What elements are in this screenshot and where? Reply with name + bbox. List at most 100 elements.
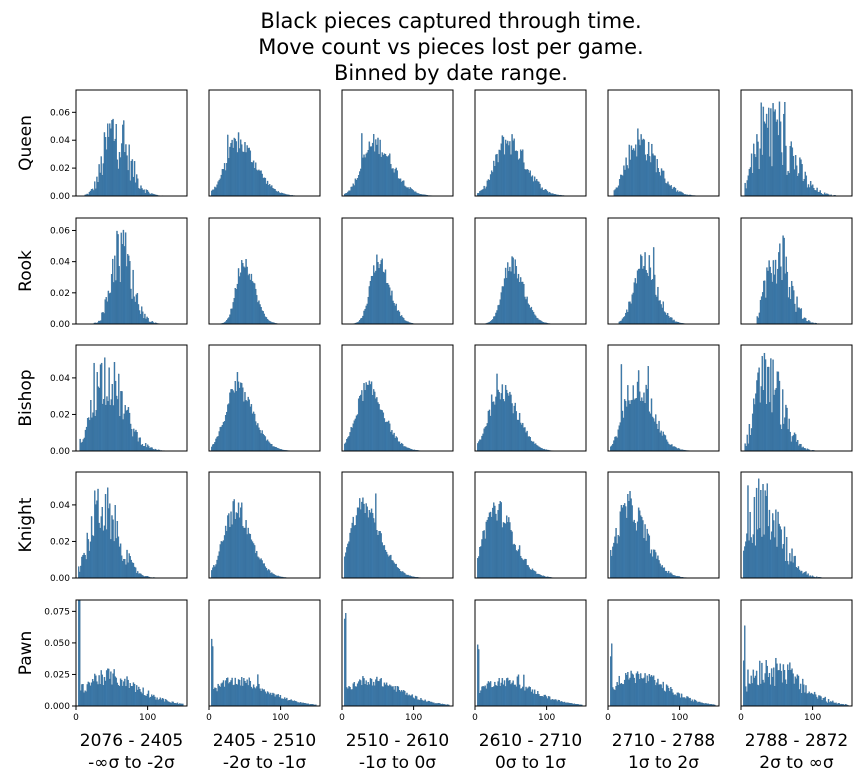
histogram-bar [644, 403, 646, 452]
panel-frame [740, 344, 853, 452]
histogram-bar [235, 289, 238, 325]
histogram-bar [521, 558, 523, 579]
histogram-bar [396, 567, 398, 579]
histogram-bar [756, 529, 759, 579]
histogram-bar [108, 508, 110, 579]
histogram-bar [560, 701, 563, 707]
histogram-bar [654, 549, 656, 579]
histogram-bar [749, 167, 752, 197]
histogram-bar [219, 178, 221, 197]
histogram-bar [343, 556, 346, 579]
histogram-bar [794, 676, 796, 707]
histogram-bar [103, 313, 105, 325]
histogram-bar [136, 432, 138, 452]
histogram-bar [616, 437, 618, 452]
histogram-bar [216, 691, 218, 707]
histogram-bar [518, 545, 521, 579]
histogram-bar [118, 546, 121, 579]
histogram-bar [364, 684, 366, 707]
histogram-bar [367, 682, 369, 707]
histogram-bar [761, 662, 763, 707]
histogram-bar [108, 293, 111, 325]
histogram-bar [492, 687, 494, 707]
histogram-bar [639, 268, 641, 325]
histogram-bar [102, 685, 105, 707]
histogram-bar [404, 185, 406, 197]
histogram-bar [772, 513, 774, 579]
histogram-bar [103, 525, 106, 579]
histogram-bar [744, 546, 746, 579]
histogram-bar [542, 696, 544, 707]
panel-knight-5 [607, 471, 720, 579]
histogram-bar [246, 266, 248, 325]
histogram-bar [641, 256, 643, 325]
histogram-bar [521, 150, 523, 197]
histogram-bar [226, 678, 228, 707]
histogram-bar [248, 533, 250, 579]
histogram-bar [524, 690, 526, 707]
histogram-bar [531, 689, 534, 707]
y-tick-label: 0.00 [50, 574, 70, 584]
histogram-bar [523, 162, 525, 197]
histogram-bar [349, 687, 351, 707]
histogram-bar [376, 397, 378, 452]
histogram-bar [355, 686, 358, 707]
histogram-bar [770, 358, 772, 452]
histogram-bar [383, 682, 386, 707]
histogram-bar [370, 678, 373, 707]
histogram-bar [629, 404, 631, 452]
histogram-bar [494, 166, 496, 197]
x-tick-label: 100 [804, 713, 821, 723]
histogram-bar [496, 373, 498, 452]
histogram-bar [500, 292, 502, 325]
histogram-bar [791, 548, 793, 579]
histogram-bar [640, 673, 642, 707]
histogram-bar [781, 682, 784, 707]
histogram-bar [631, 149, 634, 197]
histogram-bar [621, 410, 624, 452]
histogram-bar [142, 189, 144, 197]
histogram-bar [413, 698, 416, 707]
histogram-bar [761, 292, 764, 325]
histogram-bar [131, 298, 133, 325]
histogram-bar [504, 523, 507, 579]
histogram-bar [510, 154, 512, 197]
histogram-bar [811, 693, 814, 707]
histogram-bar [637, 507, 640, 579]
histogram-bar [265, 317, 268, 325]
histogram-bar [365, 382, 367, 452]
histogram-bar [424, 699, 426, 707]
histogram-bar [503, 522, 506, 579]
histogram-bar [126, 549, 128, 579]
histogram-bar [242, 263, 244, 325]
panel-frame [474, 471, 587, 579]
histogram-bar [494, 505, 496, 579]
histogram-bar [525, 169, 527, 197]
histogram-bar [128, 688, 130, 707]
histogram-bar [803, 684, 805, 707]
histogram-bar [386, 685, 389, 707]
histogram-bar [784, 679, 787, 707]
histogram-bar [230, 143, 232, 197]
histogram-bar [808, 187, 811, 197]
histogram-bar [389, 153, 391, 197]
histogram-bar [160, 699, 163, 707]
histogram-bar [530, 440, 533, 452]
histogram-bar [517, 674, 520, 707]
histogram-bar [661, 565, 663, 579]
histogram-bar [105, 529, 108, 579]
histogram-bar [818, 695, 820, 707]
histogram-bar [144, 313, 146, 325]
panel-frame [208, 344, 321, 452]
histogram-bar [143, 318, 145, 325]
histogram-bar [124, 678, 126, 707]
histogram-bar [132, 682, 135, 707]
histogram-bar [611, 643, 613, 707]
chart-title-line-1: Black pieces captured through time. [260, 9, 641, 33]
panel-frame [75, 217, 188, 325]
histogram-bar [548, 191, 551, 197]
histogram-bar [630, 303, 632, 325]
histogram-bar [644, 524, 646, 579]
histogram-bar [88, 682, 91, 707]
